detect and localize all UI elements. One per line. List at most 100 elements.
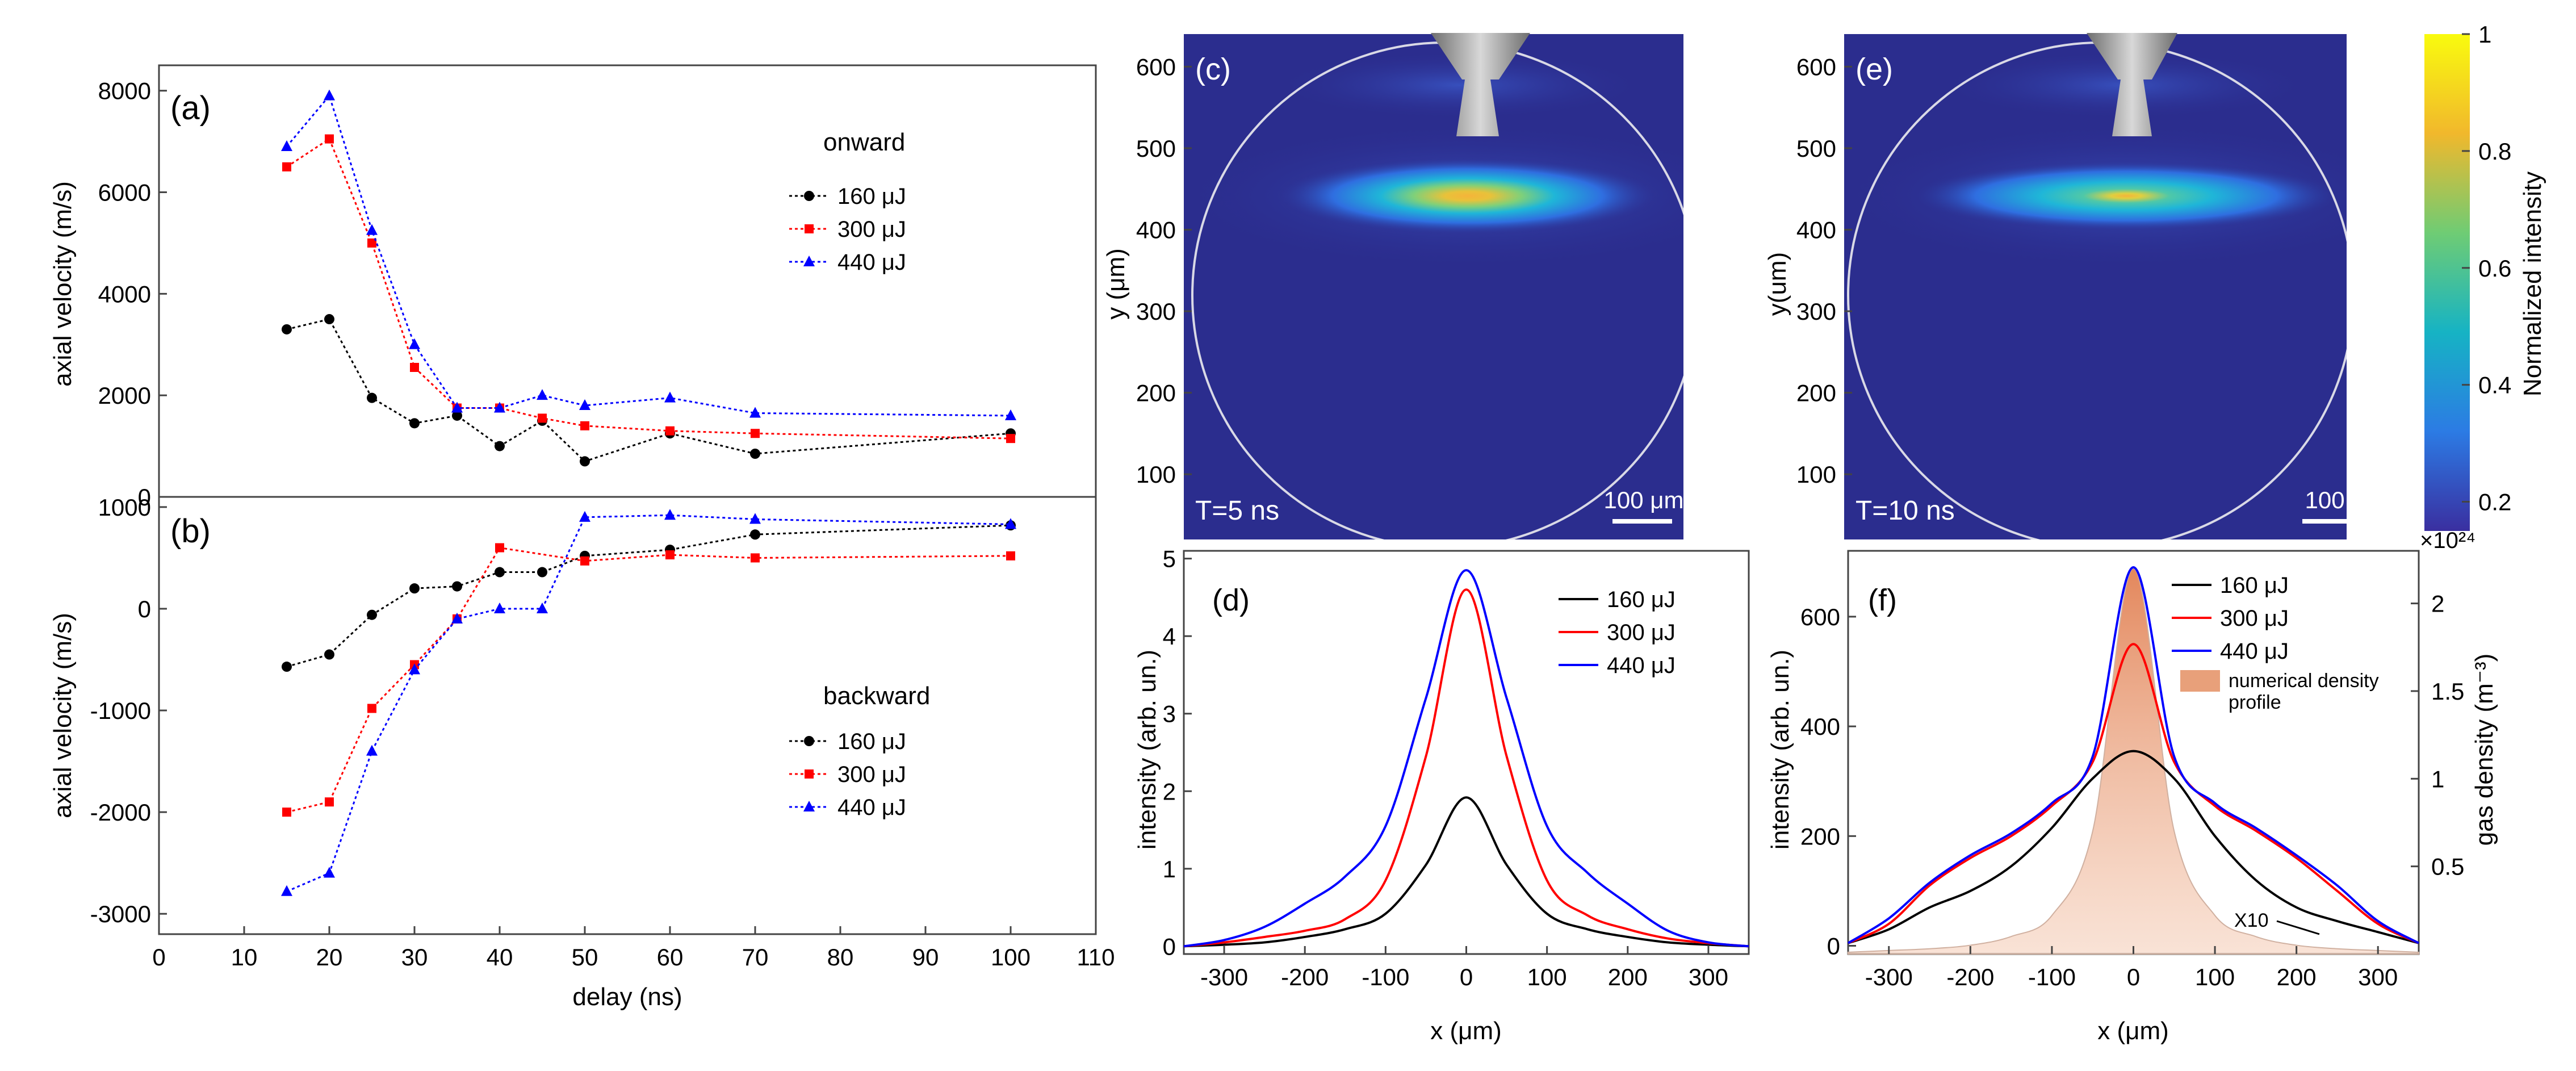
panel-d-label: (d) [1212, 583, 1250, 617]
panel-f-x10-pointer [2276, 920, 2320, 935]
panel-b-legend-text-1: 300 μJ [837, 762, 906, 787]
panel-f-y2-ytick-label-3: 2 [2431, 591, 2444, 617]
panel-f-xtick-label-2: -100 [2028, 964, 2076, 990]
panel-e-time: T=10 ns [1855, 496, 1955, 526]
panel-a-ytick-label-1: 2000 [98, 382, 151, 409]
panel-b-series-2-point-5 [494, 602, 505, 613]
panel-b-legend: 160 μJ 300 μJ 440 μJ [789, 729, 906, 820]
panel-f-xlabel: x (μm) [2097, 1017, 2169, 1045]
panel-e-ylabel: y(um) [1764, 252, 1791, 316]
panel-b-xtick-label-10: 100 [991, 944, 1031, 970]
panel-b-xlabel: delay (ns) [572, 983, 682, 1011]
panel-a-series-2-line [286, 94, 1011, 417]
panel-d-ytick-label-3: 3 [1163, 701, 1176, 727]
panel-a-legend-title: onward [823, 128, 905, 156]
panel-d-ytick-label-5: 5 [1163, 546, 1176, 572]
panel-d-xtick-label-5: 200 [1608, 964, 1648, 990]
panel-a-legend-text-0: 160 μJ [837, 184, 906, 209]
panel-b-xtick-label-8: 80 [827, 944, 854, 970]
panel-b-series-0-point-1 [324, 649, 334, 660]
panel-f-ytick-label-3: 600 [1800, 604, 1840, 630]
panel-c-beam [1275, 157, 1661, 235]
panel-d: 0 1 2 3 4 5 -300 -200 -100 0 100 200 300 (d) 160 μJ… [1133, 546, 1750, 1045]
panel-f-y2-ytick-label-2: 1.5 [2431, 678, 2464, 705]
panel-e-ytick-label-4: 500 [1796, 135, 1836, 162]
panel-a-series [281, 89, 1016, 467]
panel-c-time: T=5 ns [1195, 496, 1279, 526]
panel-a-ytick-label-3: 6000 [98, 179, 151, 206]
panel-f-density-area [1848, 567, 2419, 955]
panel-a-series-2-point-10 [1005, 409, 1016, 420]
panel-f-density-label-1: numerical density [2229, 670, 2379, 692]
panel-b-series-1-point-7 [580, 556, 589, 566]
panel-a-series-0-point-2 [367, 392, 377, 403]
panel-d-legend: 160 μJ 300 μJ 440 μJ [1559, 587, 1676, 678]
panel-e-beam [1911, 161, 2342, 231]
panel-a-legend-text-2: 440 μJ [837, 250, 906, 275]
panel-b-xtick-label-3: 30 [401, 944, 428, 970]
panel-b-series-0-point-6 [537, 567, 547, 578]
panel-b: -3000 -2000 -1000 0 1000 0 10 20 30 40 50 60 70 80 90… [49, 494, 1115, 1011]
panel-a-series-1-line [286, 137, 1011, 440]
panel-a-series-0-point-7 [580, 456, 590, 467]
panel-a-series-0-point-5 [495, 441, 505, 451]
panel-b-series-0-line [286, 524, 1011, 668]
panel-b-series-1-point-8 [665, 550, 675, 560]
panel-f: 0 200 400 600 0.5 1 1.5 2 -300 -200 -100 0 100 200 3… [1766, 528, 2498, 1045]
panel-e-ytick-label-3: 400 [1796, 217, 1836, 244]
panel-f-legend-text-2: 440 μJ [2220, 639, 2289, 664]
panel-b-series-2-point-0 [281, 885, 292, 896]
panel-f-density-swatch [2180, 670, 2220, 692]
panel-e: (e) T=10 ns 100 μm 100 200 300 400 500 600 y(… [1764, 33, 2387, 539]
panel-a-ytick-label-2: 4000 [98, 281, 151, 307]
panel-b-xtick-label-4: 40 [487, 944, 513, 970]
panel-a-ytick-label-4: 8000 [98, 78, 151, 104]
panel-b-ytick-label-2: -1000 [90, 697, 151, 724]
panel-a-ytick-label-0: 0 [138, 484, 151, 511]
panel-a-series-0-point-3 [409, 418, 420, 429]
panel-b-frame [158, 496, 1097, 935]
panel-c-ytick-label-0: 100 [1136, 461, 1176, 488]
panel-b-series [281, 509, 1016, 896]
panel-d-series-1-line [1183, 588, 1749, 948]
panel-b-ytick-label-1: -2000 [90, 799, 151, 826]
panel-a-series-1-point-2 [367, 238, 376, 248]
colorbar-tick-label-1: 0.8 [2478, 138, 2511, 165]
panel-a-series-0-point-0 [282, 324, 292, 334]
panel-f-series-1-line [1848, 643, 2419, 944]
panel-f-xtick-label-6: 300 [2358, 964, 2398, 990]
panel-f-x-ticks: -300 -200 -100 0 100 200 300 [1865, 946, 2398, 990]
panel-f-y2-ticks: 0.5 1 1.5 2 [2411, 591, 2464, 880]
panel-b-series-2-point-10 [1005, 518, 1016, 529]
panel-b-series-0-point-4 [452, 581, 462, 592]
panel-d-xlabel: x (μm) [1430, 1017, 1502, 1045]
panel-b-y-ticks: -3000 -2000 -1000 0 1000 [90, 494, 167, 927]
panel-d-series [1183, 569, 1749, 948]
colorbar-label: Normalized intensity [2519, 171, 2546, 396]
panel-a-series-2-point-7 [579, 399, 590, 411]
panel-b-legend-marker-1 [805, 769, 814, 779]
panel-d-legend-text-1: 300 μJ [1607, 620, 1676, 645]
panel-b-ytick-label-0: -3000 [90, 901, 151, 927]
panel-b-series-0-point-3 [409, 583, 420, 594]
panel-a-legend: 160 μJ 300 μJ 440 μJ [789, 184, 906, 275]
panel-c-upper-glow [1272, 51, 1647, 119]
panel-b-series-2-point-8 [664, 509, 676, 520]
panel-b-label: (b) [170, 513, 211, 550]
panel-c-ytick-label-3: 400 [1136, 217, 1176, 244]
panel-b-series-1-point-10 [1006, 551, 1015, 560]
panel-a-series-0-point-9 [750, 449, 760, 459]
panel-e-ytick-label-1: 200 [1796, 380, 1836, 407]
panel-b-legend-text-2: 440 μJ [837, 795, 906, 820]
panel-a-series-2-point-4 [451, 401, 463, 413]
panel-f-ytick-label-0: 0 [1827, 933, 1840, 960]
panel-d-xtick-label-1: -200 [1281, 964, 1329, 990]
panel-b-series-2-point-2 [366, 744, 378, 756]
panel-e-nozzle [2087, 33, 2177, 136]
colorbar-tick-label-4: 0.2 [2478, 489, 2511, 516]
panel-a-series-1-point-6 [538, 413, 547, 423]
panel-b-series-0-point-2 [367, 609, 377, 620]
panel-d-y-ticks: 0 1 2 3 4 5 [1163, 546, 1192, 960]
panel-f-xtick-label-3: 0 [2127, 964, 2140, 990]
